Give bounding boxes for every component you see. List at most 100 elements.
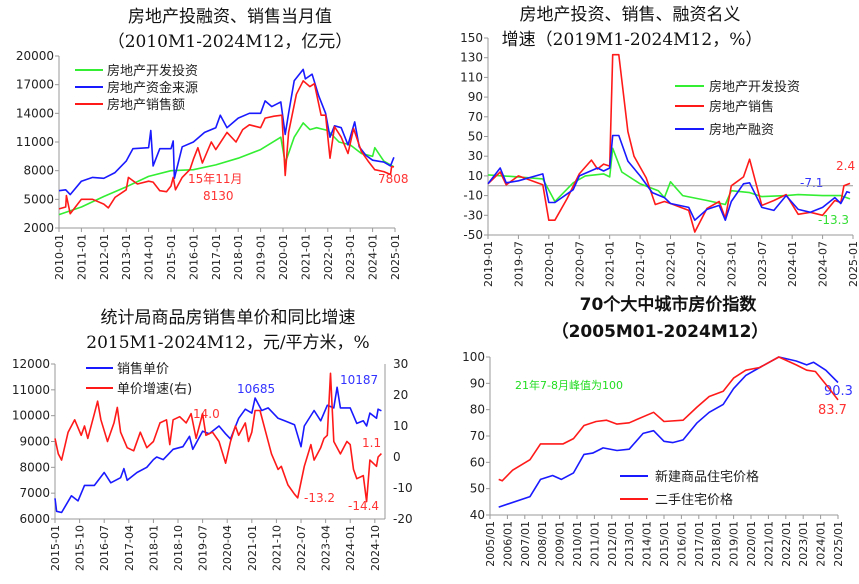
y-tick-label: 90 bbox=[468, 90, 483, 104]
y-tick-label: 40 bbox=[470, 508, 485, 522]
x-tick-label: 2006/01 bbox=[501, 521, 514, 567]
annotation-7808: 7808 bbox=[378, 172, 409, 186]
y-tick-label: 20000 bbox=[16, 49, 54, 63]
x-tick-label: 2024-01 bbox=[786, 241, 799, 287]
x-tick-label: 2024-01 bbox=[367, 234, 380, 280]
x-tick-label: 2024-07 bbox=[817, 241, 830, 287]
x-tick-label: 2017/01 bbox=[693, 521, 706, 567]
annotation-8130: 8130 bbox=[203, 189, 234, 203]
x-tick-label: 2018-10 bbox=[172, 525, 185, 571]
x-tick-label: 2013/01 bbox=[623, 521, 636, 567]
x-tick-label: 2025-01 bbox=[389, 234, 402, 280]
legend-new-homes: 新建商品住宅价格 bbox=[655, 469, 759, 485]
annotation-90-3: 90.3 bbox=[824, 384, 853, 399]
legend-sales: 房地产销售额 bbox=[107, 97, 185, 113]
annotation-10685: 10685 bbox=[237, 382, 275, 396]
legend-growth: 单价增速(右) bbox=[117, 382, 192, 397]
x-tick-label: 2022-07 bbox=[695, 241, 708, 287]
x-tick-label: 2016-01 bbox=[187, 234, 200, 280]
annotation-minus-13-2: -13.2 bbox=[304, 491, 335, 505]
y2-tick-label: 20 bbox=[393, 388, 408, 402]
x-tick-label: 2021-10 bbox=[270, 525, 283, 571]
series-line-3 bbox=[58, 80, 394, 215]
x-tick-label: 2014-01 bbox=[143, 234, 156, 280]
annotation-nov-2015: 15年11月 bbox=[188, 172, 243, 186]
y-tick-label: 70 bbox=[468, 110, 483, 124]
chart-2-title: 房地产投资、销售、融资名义 bbox=[520, 5, 741, 25]
y-tick-label: -10 bbox=[463, 189, 483, 203]
series-line-1 bbox=[498, 356, 839, 508]
y-tick-label: 11000 bbox=[12, 383, 50, 397]
annotation-83-7: 83.7 bbox=[818, 403, 847, 418]
chart-4: 70个大中城市房价指数 （2005M01-2024M12） 21年7-8月峰值为… bbox=[462, 294, 853, 567]
x-tick-label: 2020-04 bbox=[221, 525, 234, 571]
y-tick-label: 70 bbox=[470, 429, 485, 443]
series-line-3 bbox=[487, 134, 851, 221]
y-tick-label: 10000 bbox=[12, 409, 50, 423]
y2-tick-label: 10 bbox=[393, 419, 408, 433]
legend-financing: 房地产融资 bbox=[709, 122, 774, 138]
chart-3-title: 统计局商品房销售单价和同比增速 bbox=[101, 308, 356, 328]
x-tick-label: 2010/01 bbox=[571, 521, 584, 567]
x-tick-label: 2008/01 bbox=[536, 521, 549, 567]
y-tick-label: 30 bbox=[468, 149, 483, 163]
x-tick-label: 2005/01 bbox=[484, 521, 497, 567]
x-tick-label: 2023-04 bbox=[320, 525, 333, 571]
y-tick-label: 7000 bbox=[19, 486, 50, 500]
y-tick-label: 90 bbox=[470, 376, 485, 390]
y2-tick-label: 30 bbox=[393, 357, 408, 371]
x-tick-label: 2018-01 bbox=[232, 234, 245, 280]
annotation-2-4: 2.4 bbox=[836, 159, 855, 173]
y-tick-label: 9000 bbox=[19, 435, 50, 449]
x-tick-label: 2015-10 bbox=[74, 525, 87, 571]
y-tick-label: 8000 bbox=[23, 164, 54, 178]
x-tick-label: 2024-10 bbox=[369, 525, 382, 571]
annotation-minus-13-3: -13.3 bbox=[818, 213, 849, 227]
annotation-10187: 10187 bbox=[340, 373, 378, 387]
y-tick-label: 12000 bbox=[12, 357, 50, 371]
x-tick-label: 2019-01 bbox=[255, 234, 268, 280]
x-tick-label: 2020-01 bbox=[277, 234, 290, 280]
x-tick-label: 2020/01 bbox=[745, 521, 758, 567]
x-tick-label: 2018/01 bbox=[710, 521, 723, 567]
x-tick-label: 2023-01 bbox=[344, 234, 357, 280]
y2-tick-label: -20 bbox=[393, 512, 413, 526]
x-tick-label: 2014/01 bbox=[641, 521, 654, 567]
x-tick-label: 2021-01 bbox=[604, 241, 617, 287]
legend-sales: 房地产销售 bbox=[709, 99, 774, 115]
y-tick-label: 6000 bbox=[19, 512, 50, 526]
y-tick-label: 50 bbox=[470, 482, 485, 496]
x-tick-label: 2016-07 bbox=[98, 525, 111, 571]
y-tick-label: 14000 bbox=[16, 106, 54, 120]
x-tick-label: 2023-07 bbox=[756, 241, 769, 287]
series-line-2 bbox=[58, 68, 395, 196]
x-tick-label: 2020-07 bbox=[573, 241, 586, 287]
series-line-2 bbox=[487, 53, 851, 233]
x-tick-label: 2021/01 bbox=[762, 521, 775, 567]
annotation-peak-note: 21年7-8月峰值为100 bbox=[515, 378, 623, 392]
annotation-14-0: 14.0 bbox=[193, 407, 220, 421]
x-tick-label: 2022-07 bbox=[295, 525, 308, 571]
x-tick-label: 2019-01 bbox=[482, 241, 495, 287]
legend-second-hand: 二手住宅价格 bbox=[655, 492, 733, 508]
y-tick-label: 110 bbox=[460, 70, 483, 84]
y-tick-label: 80 bbox=[470, 403, 485, 417]
y-tick-label: -30 bbox=[463, 208, 483, 222]
x-tick-label: 2022-01 bbox=[322, 234, 335, 280]
x-tick-label: 2012-01 bbox=[98, 234, 111, 280]
x-tick-label: 2019-07 bbox=[197, 525, 210, 571]
x-tick-label: 2022/01 bbox=[780, 521, 793, 567]
annotation-1-1: 1.1 bbox=[362, 436, 381, 450]
x-tick-label: 2018-01 bbox=[147, 525, 160, 571]
legend-funding: 房地产资金来源 bbox=[107, 80, 198, 96]
y-tick-label: 8000 bbox=[19, 460, 50, 474]
y-tick-label: 17000 bbox=[16, 78, 54, 92]
x-tick-label: 2007/01 bbox=[519, 521, 532, 567]
x-tick-label: 2023/01 bbox=[797, 521, 810, 567]
x-tick-label: 2025-01 bbox=[847, 241, 859, 287]
chart-2-subtitle: 增速（2019M1-2024M12，%） bbox=[502, 30, 763, 50]
series-line-2 bbox=[498, 356, 839, 482]
chart-3: 统计局商品房销售单价和同比增速 2015M1-2024M12，元/平方米，% 销… bbox=[12, 308, 413, 571]
x-tick-label: 2023-01 bbox=[725, 241, 738, 287]
